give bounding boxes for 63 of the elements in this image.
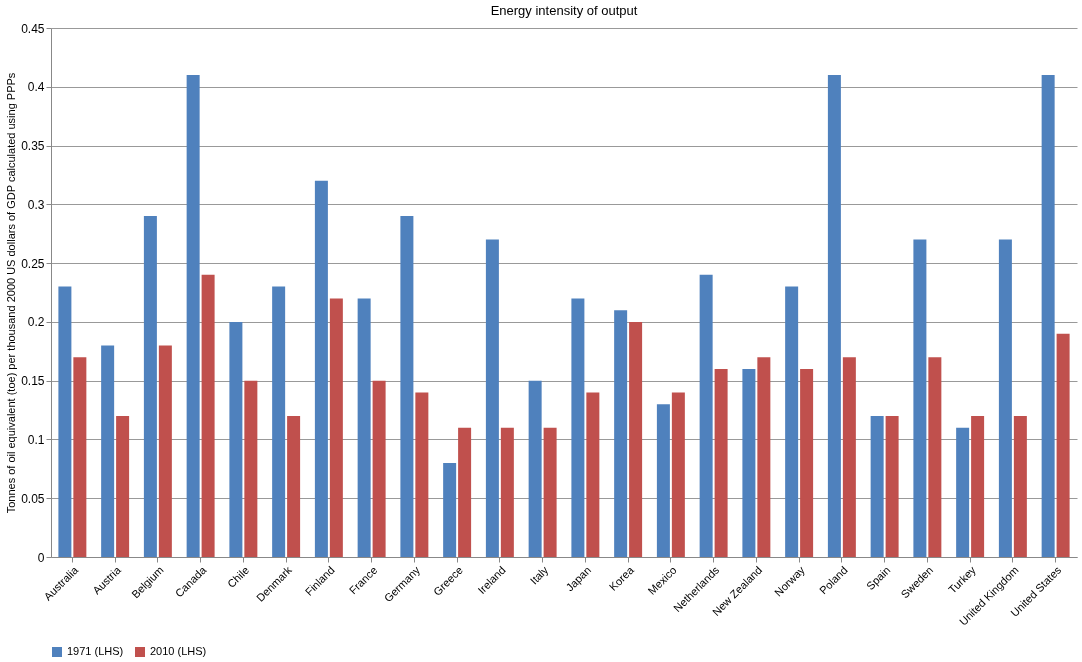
legend-label: 1971 (LHS) [67,645,124,657]
bar [116,415,130,557]
y-axis-title: Tonnes of oil equivalent (toe) per thousand 2000 US dollars of GDP calculated using PPPs [5,72,18,514]
y-tick-label: 0.45 [21,21,45,36]
bar [58,286,72,557]
bar [458,427,472,557]
legend-label: 2010 (LHS) [150,645,207,657]
bar [73,357,87,557]
bar [357,298,371,557]
y-tick-label: 0.4 [27,80,45,95]
bar [1056,333,1070,557]
bar [415,392,429,557]
bar [528,380,542,557]
bar [785,286,799,557]
bar [143,216,157,557]
bar [287,415,301,557]
bar [244,380,258,557]
bar [699,274,713,557]
bar [158,345,172,557]
bar [500,427,514,557]
bar [714,368,728,557]
bar [827,75,841,557]
bar [629,321,643,557]
bar [742,368,756,557]
y-tick-label: 0 [37,550,45,565]
bar [443,462,457,557]
bar [543,427,557,557]
bar [571,298,585,557]
bar [400,216,414,557]
bar [614,310,628,557]
bar [671,392,685,557]
bar [329,298,343,557]
y-tick-label: 0.25 [21,256,45,271]
bar [998,239,1012,557]
y-tick-label: 0.2 [27,315,45,330]
bar [229,321,243,557]
bar [1041,75,1055,557]
bar [101,345,115,557]
chart-title: Energy intensity of output [490,3,638,18]
bar [186,75,200,557]
bar [485,239,499,557]
x-tick-label: Italy [527,563,551,587]
y-tick-label: 0.3 [27,197,45,212]
bar [870,415,884,557]
y-tick-label: 0.05 [21,491,45,506]
bar [656,404,670,557]
bar [885,415,899,557]
bar [956,427,970,557]
bar [272,286,286,557]
bar [757,357,771,557]
bar [800,368,814,557]
y-tick-label: 0.1 [27,432,45,447]
y-tick-label: 0.35 [21,139,45,154]
bar [314,180,328,557]
bar [842,357,856,557]
bar [913,239,927,557]
bar [1013,415,1027,557]
bar [586,392,600,557]
bar [201,274,215,557]
bar [928,357,942,557]
bar [372,380,386,557]
y-tick-label: 0.15 [21,374,45,389]
bar [971,415,985,557]
